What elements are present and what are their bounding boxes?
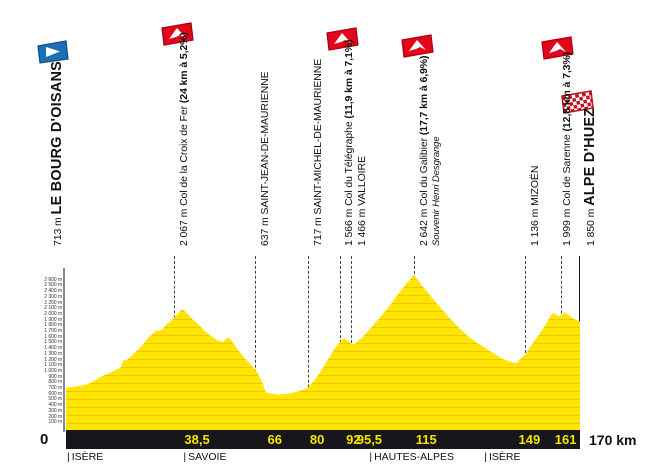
y-axis-tick: 2 600 m — [44, 276, 62, 283]
y-axis-tick: 1 900 m — [44, 316, 62, 323]
y-axis-tick: 1 400 m — [44, 345, 62, 352]
marker-label-valloire: 1 466 m VALLOIRE — [356, 156, 368, 246]
marker-label-start: 713 m LE BOURG D'OISANS — [49, 61, 65, 246]
mountain-flag-icon — [160, 22, 194, 46]
mountain-flag-icon — [325, 27, 359, 51]
checkered-flag-icon — [560, 90, 594, 114]
region-tick-icon: | — [67, 451, 70, 463]
marker-label-croix-de-fer: 2 067 m Col de la Croix de Fer (24 km à … — [178, 32, 190, 246]
region-tick-icon: | — [183, 451, 187, 463]
y-axis-tick: 2 000 m — [44, 310, 62, 317]
y-axis-tick: 200 m — [48, 413, 62, 420]
y-axis-tick: 1 000 m — [44, 367, 62, 374]
y-axis-tick: 2 400 m — [44, 288, 62, 295]
departure-flag-icon — [36, 40, 70, 64]
marker-label-galibier-souvenir: Souvenir Henri Desgrange — [431, 136, 442, 246]
connector-line-mizoen — [525, 256, 526, 432]
marker-label-sarenne: 1 999 m Col de Sarenne (12,8 km à 7,3%) — [561, 51, 573, 246]
y-axis-line — [63, 268, 65, 432]
region-name: ISÈRE — [488, 451, 521, 463]
x-axis-tick: 115 — [415, 432, 437, 447]
region-label: | ISÈRE — [484, 451, 520, 463]
marker-label-galibier: 2 642 m Col du Galibier (17,7 km à 6,9%) — [418, 55, 430, 246]
marker-label-saint-michel-de-maurienne: 717 m SAINT-MICHEL-DE-MAURIENNE — [312, 58, 324, 246]
x-axis-tick: 80 — [309, 432, 325, 447]
x-axis-total-label: 170 km — [589, 432, 637, 448]
region-name: HAUTES-ALPES — [374, 451, 455, 463]
region-label: | SAVOIE — [183, 451, 226, 463]
marker-label-saint-jean-de-maurienne: 637 m SAINT-JEAN-DE-MAURIENNE — [259, 71, 271, 246]
elevation-area-plot — [66, 272, 580, 430]
connector-line-saint-michel — [308, 256, 309, 432]
x-axis-tick: 149 — [518, 432, 541, 447]
x-axis-tick: 38,5 — [184, 432, 210, 447]
region-label: | ISÈRE — [67, 451, 103, 463]
y-axis-tick: 400 m — [48, 402, 62, 409]
x-axis-tick: 66 — [267, 432, 283, 447]
x-axis-tick: 92 — [346, 432, 361, 447]
y-axis-tick: 300 m — [48, 407, 62, 414]
marker-label-finish: 1 850 m ALPE D'HUEZ — [582, 107, 598, 246]
region-tick-icon: | — [369, 451, 373, 463]
y-axis-tick: 1 100 m — [44, 362, 62, 369]
y-axis-tick: 2 300 m — [44, 293, 62, 300]
y-axis-tick: 2 200 m — [44, 299, 62, 306]
y-axis-tick: 1 600 m — [44, 333, 62, 340]
mountain-flag-icon — [540, 36, 574, 60]
marker-label-mizoen: 1 136 m MIZOËN — [529, 165, 541, 246]
marker-label-telegraphe: 1 566 m Col du Télégraphe (11,9 km à 7,1… — [343, 39, 355, 246]
y-axis-tick: 900 m — [48, 373, 62, 380]
connector-line-saint-jean — [255, 256, 256, 432]
y-axis-tick: 800 m — [48, 379, 62, 386]
y-axis-tick: 1 300 m — [44, 350, 62, 357]
y-axis-tick: 100 m — [48, 419, 62, 426]
y-axis-tick: 1 700 m — [44, 328, 62, 335]
x-axis-zero-label: 0 — [40, 431, 49, 448]
x-axis-tick: 95,5 — [356, 432, 383, 447]
y-axis-tick: 1 500 m — [44, 339, 62, 346]
region-name: ISÈRE — [71, 451, 104, 463]
y-axis-tick: 1 200 m — [44, 356, 62, 363]
y-axis-tick: 2 500 m — [44, 282, 62, 289]
y-axis-labels: 100 m 200 m 300 m 400 m 500 m 600 m 700 m 800 m… — [14, 268, 62, 432]
mountain-flag-icon — [400, 34, 434, 58]
y-axis-tick: 1 800 m — [44, 322, 62, 329]
y-axis-tick: 700 m — [48, 385, 62, 392]
region-label: | HAUTES-ALPES — [369, 451, 454, 463]
y-axis-tick: 600 m — [48, 390, 62, 397]
region-tick-icon: | — [484, 451, 487, 463]
x-axis-tick: 161 — [554, 432, 577, 447]
region-name: SAVOIE — [188, 451, 227, 463]
y-axis-tick: 500 m — [48, 396, 62, 403]
y-axis-tick: 2 100 m — [44, 305, 62, 312]
x-axis-bar: 38,5 66 80 92 95,5 115 149 161 — [66, 430, 580, 449]
